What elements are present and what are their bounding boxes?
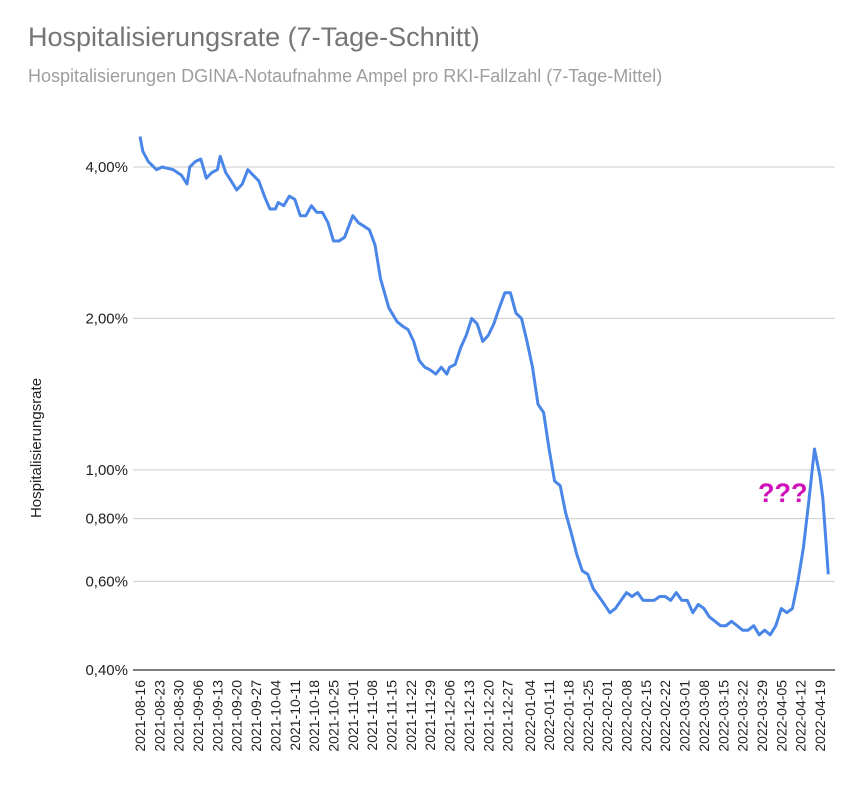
gridlines (133, 166, 835, 671)
x-tick-label: 2021-08-30 (171, 680, 187, 752)
x-tick-label: 2021-10-25 (325, 680, 341, 752)
x-tick-label: 2022-02-08 (619, 680, 635, 752)
x-tick-label: 2021-08-16 (132, 680, 148, 752)
y-tick-label: 0,40% (85, 662, 128, 679)
x-tick-label: 2022-03-15 (715, 680, 731, 752)
x-tick-label: 2021-09-27 (248, 680, 264, 752)
x-tick-label: 2021-09-13 (209, 680, 225, 752)
x-tick-label: 2021-10-11 (287, 680, 303, 751)
y-axis-label: Hospitalisierungsrate (28, 378, 45, 518)
series-line (138, 136, 830, 637)
x-tick-label: 2022-03-29 (754, 680, 770, 752)
chart-subtitle: Hospitalisierungen DGINA-Notaufnahme Amp… (28, 66, 663, 86)
x-tick-label: 2021-11-29 (422, 680, 438, 751)
x-tick-label: 2022-02-22 (657, 680, 673, 752)
x-tick-label: 2022-03-22 (735, 680, 751, 752)
x-tick-label: 2021-11-15 (384, 680, 400, 751)
y-tick-label: 1,00% (85, 462, 128, 479)
x-tick-label: 2022-04-05 (773, 680, 789, 752)
x-tick-label: 2022-01-18 (560, 680, 576, 752)
y-tick-label: 0,60% (85, 573, 128, 590)
x-axis-ticks: 2021-08-16 2021-08-23 2021-08-30 2021-09-06… (132, 680, 828, 752)
x-tick-label: 2021-12-13 (461, 680, 477, 752)
x-tick-label: 2021-09-20 (229, 680, 245, 752)
x-tick-label: 2021-10-18 (306, 680, 322, 752)
x-tick-label: 2021-09-06 (190, 680, 206, 752)
x-tick-label: 2021-10-04 (267, 680, 283, 752)
x-tick-label: 2021-08-23 (151, 680, 167, 752)
x-tick-label: 2022-03-08 (696, 680, 712, 752)
x-tick-label: 2021-12-20 (480, 680, 496, 752)
x-tick-label: 2022-04-12 (793, 680, 809, 752)
chart-title: Hospitalisierungsrate (7-Tage-Schnitt) (28, 22, 480, 52)
y-tick-label: 4,00% (85, 159, 128, 176)
x-tick-label: 2022-02-15 (638, 680, 654, 752)
x-tick-label: 2022-01-11 (541, 680, 557, 751)
x-tick-label: 2021-12-06 (442, 680, 458, 752)
x-tick-label: 2021-11-08 (364, 680, 380, 751)
x-tick-label: 2022-01-25 (580, 680, 596, 752)
x-tick-label: 2021-11-01 (345, 680, 361, 751)
y-tick-label: 0,80% (85, 511, 128, 528)
annotation-text: ??? (758, 478, 807, 508)
x-tick-label: 2022-03-01 (677, 680, 693, 752)
y-tick-label: 2,00% (85, 310, 128, 327)
x-tick-label: 2022-02-01 (599, 680, 615, 752)
y-axis-ticks: 0,40% 0,60% 0,80% 1,00% 2,00% 4,00% (85, 159, 128, 679)
x-tick-label: 2022-01-04 (522, 680, 538, 752)
x-tick-label: 2021-11-22 (403, 680, 419, 751)
x-tick-label: 2021-12-27 (500, 680, 516, 752)
x-tick-label: 2022-04-19 (812, 680, 828, 752)
